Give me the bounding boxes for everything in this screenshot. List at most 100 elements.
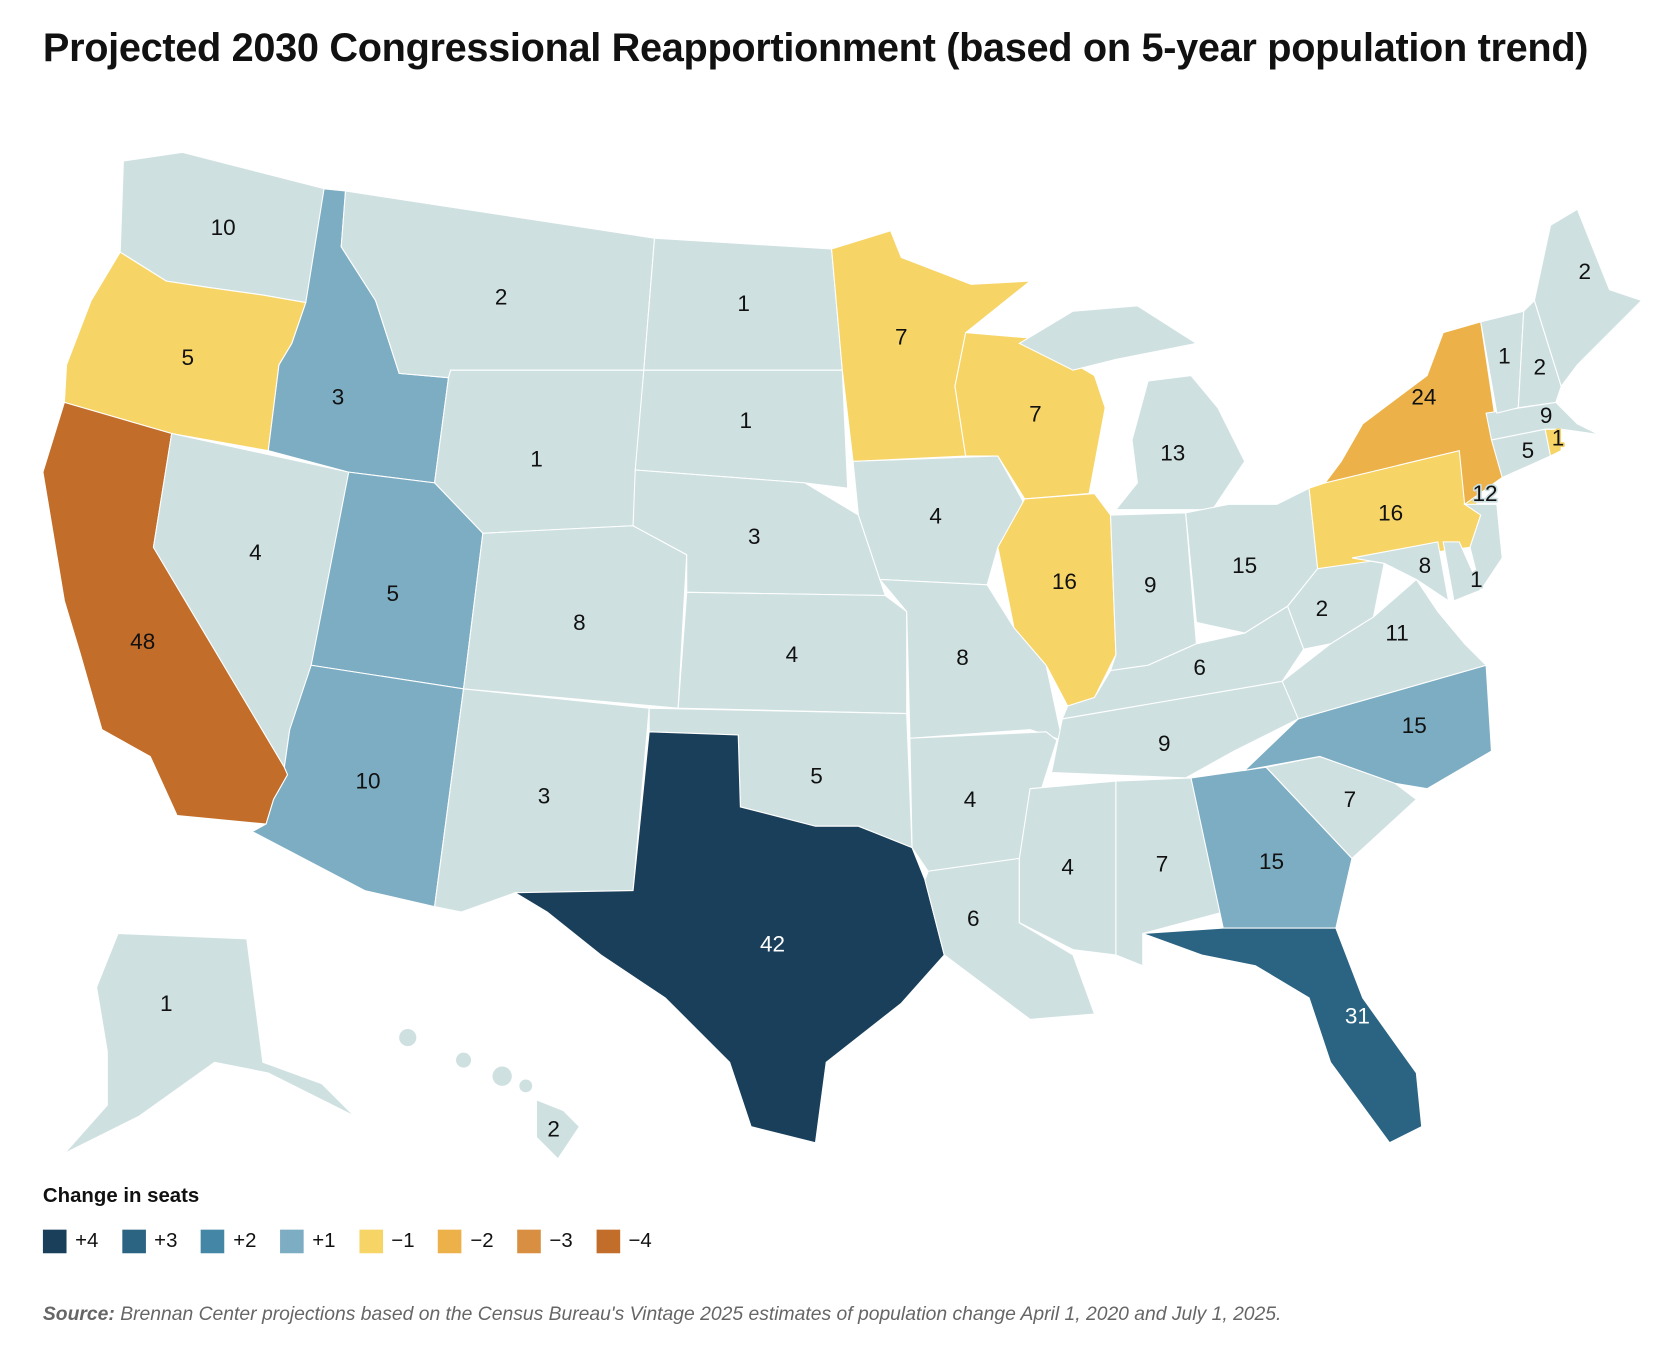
- state-seat-label: 1: [1552, 425, 1565, 450]
- state-seat-label: 8: [573, 610, 586, 635]
- legend-swatch: [438, 1229, 462, 1254]
- state-seat-label: 2: [547, 1116, 560, 1141]
- state-seat-label: 8: [956, 645, 969, 670]
- legend-item: +2: [201, 1229, 257, 1254]
- legend-item: −3: [517, 1229, 573, 1254]
- state-seat-label: 5: [182, 345, 195, 370]
- source-text: Brennan Center projections based on the …: [120, 1302, 1282, 1325]
- legend-title: Change in seats: [42, 1184, 200, 1208]
- hawaii-island: [492, 1066, 512, 1086]
- state-seat-label: 5: [810, 763, 823, 788]
- legend-label: −1: [391, 1229, 415, 1253]
- legend-label: −3: [549, 1229, 573, 1253]
- state-seat-label: 9: [1144, 572, 1157, 597]
- legend-swatch: [201, 1229, 225, 1254]
- state-md: [1351, 541, 1450, 603]
- hawaii-island: [519, 1079, 533, 1093]
- legend-item: +4: [42, 1229, 99, 1254]
- state-seat-label: 12: [1473, 481, 1498, 506]
- state-me: [1533, 208, 1643, 388]
- legend-label: −2: [470, 1229, 494, 1253]
- state-sd: [634, 369, 849, 489]
- state-seat-label: 1: [739, 408, 752, 433]
- state-seat-label: 42: [760, 932, 785, 957]
- state-seat-label: 5: [1522, 438, 1535, 463]
- state-seat-label: 1: [1498, 344, 1511, 369]
- page-title: Projected 2030 Congressional Reapportion…: [42, 25, 1589, 70]
- state-mi: [1114, 374, 1246, 511]
- state-seat-label: 5: [386, 581, 399, 606]
- state-seat-label: 7: [1029, 402, 1042, 427]
- legend-label: +3: [154, 1229, 178, 1253]
- state-de: [1442, 541, 1482, 602]
- state-seat-label: 3: [748, 524, 761, 549]
- state-seat-label: 6: [967, 906, 980, 931]
- state-ak: [63, 932, 355, 1154]
- state-seat-label: 10: [356, 769, 381, 794]
- state-hi: [535, 1099, 581, 1160]
- state-ks: [677, 591, 908, 715]
- legend-item: +1: [280, 1229, 336, 1254]
- state-seat-label: 15: [1402, 713, 1427, 738]
- legend-label: +2: [233, 1229, 257, 1253]
- legend-swatch: [517, 1229, 541, 1254]
- state-seat-label: 8: [1419, 553, 1432, 578]
- state-seat-label: 11: [1385, 621, 1408, 646]
- state-seat-label: 6: [1193, 655, 1206, 680]
- source-label: Source:: [42, 1302, 115, 1325]
- state-seat-label: 3: [332, 385, 345, 410]
- state-seat-label: 7: [895, 324, 908, 349]
- state-seat-label: 3: [538, 784, 551, 809]
- legend-swatch: [596, 1229, 620, 1254]
- state-seat-label: 9: [1158, 731, 1171, 756]
- state-seat-label: 2: [1316, 596, 1329, 621]
- state-seat-label: 2: [1579, 259, 1592, 284]
- state-nc: [1243, 664, 1493, 790]
- state-seat-label: 4: [929, 504, 942, 529]
- state-seat-label: 4: [1061, 854, 1074, 879]
- state-seat-label: 10: [211, 215, 236, 240]
- state-seat-label: 1: [737, 291, 750, 316]
- state-seat-label: 16: [1378, 500, 1403, 525]
- legend-swatch: [121, 1229, 146, 1254]
- hawaii-island: [456, 1052, 472, 1068]
- state-seat-label: 7: [1344, 787, 1357, 812]
- state-seat-label: 31: [1345, 1004, 1370, 1029]
- legend-label: −4: [628, 1229, 652, 1253]
- state-seat-label: 1: [1470, 567, 1483, 592]
- state-seat-label: 7: [1156, 851, 1169, 876]
- state-nh: [1517, 299, 1562, 409]
- state-ma: [1485, 401, 1600, 441]
- state-seat-label: 2: [1533, 354, 1546, 379]
- state-fl: [1142, 927, 1423, 1144]
- state-seat-label: 2: [495, 285, 508, 310]
- state-seat-label: 4: [786, 642, 799, 667]
- legend-item: −1: [359, 1229, 415, 1254]
- state-seat-label: 48: [130, 629, 155, 654]
- legend: +4 +3 +2 +1 −1 −2 −3 −4: [42, 1229, 675, 1254]
- state-seat-label: 1: [530, 447, 543, 472]
- legend-item: −4: [596, 1229, 652, 1254]
- state-tx: [513, 731, 945, 1144]
- legend-label: +4: [75, 1229, 99, 1253]
- state-seat-label: 13: [1160, 440, 1185, 465]
- state-seat-label: 1: [160, 991, 173, 1016]
- hawaii-island: [399, 1029, 417, 1047]
- state-seat-label: 4: [964, 787, 977, 812]
- state-mi-upper: [1018, 305, 1198, 371]
- state-co: [462, 525, 688, 709]
- state-seat-label: 16: [1052, 569, 1077, 594]
- legend-swatch: [359, 1229, 383, 1254]
- state-seat-label: 15: [1232, 553, 1257, 578]
- legend-swatch: [42, 1229, 67, 1254]
- state-seat-label: 9: [1540, 403, 1553, 428]
- legend-item: +3: [121, 1229, 178, 1254]
- state-seat-label: 24: [1411, 385, 1436, 410]
- legend-label: +1: [312, 1229, 336, 1253]
- legend-item: −2: [438, 1229, 494, 1254]
- state-seat-label: 4: [249, 540, 262, 565]
- source-note: Source: Brennan Center projections based…: [43, 1303, 1281, 1326]
- legend-swatch: [280, 1229, 304, 1254]
